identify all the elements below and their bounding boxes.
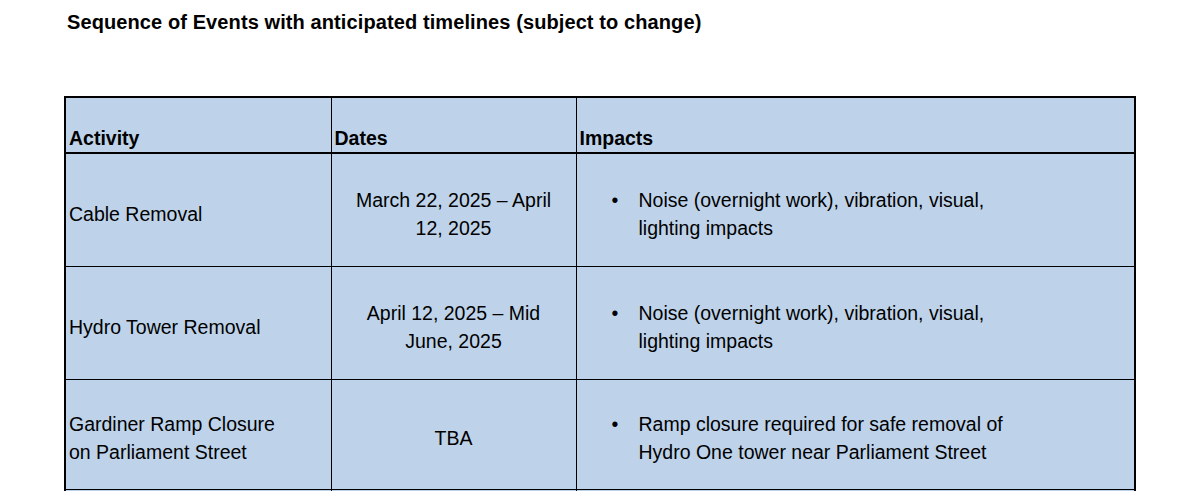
document-title: Sequence of Events with anticipated time… — [67, 11, 701, 34]
impacts-cell: • Ramp closure required for safe removal… — [576, 379, 1135, 489]
impact-list-item: • Noise (overnight work), vibration, vis… — [612, 186, 1127, 242]
column-header-dates: Dates — [331, 97, 576, 153]
dates-cell: TBA — [331, 379, 576, 489]
column-header-impacts: Impacts — [576, 97, 1135, 153]
impact-text: Noise (overnight work), vibration, visua… — [639, 186, 985, 242]
table-row: Cable Removal March 22, 2025 – April 12,… — [65, 153, 1135, 266]
document-page: Sequence of Events with anticipated time… — [0, 0, 1179, 491]
impact-text: Noise (overnight work), vibration, visua… — [639, 299, 985, 355]
impact-list-item: • Noise (overnight work), vibration, vis… — [612, 299, 1127, 355]
table-row: Hydro Tower Removal April 12, 2025 – Mid… — [65, 266, 1135, 379]
bullet-icon: • — [612, 299, 639, 327]
dates-cell: April 12, 2025 – Mid June, 2025 — [331, 266, 576, 379]
impacts-cell: • Noise (overnight work), vibration, vis… — [576, 266, 1135, 379]
impact-list-item: • Ramp closure required for safe removal… — [612, 410, 1127, 466]
bullet-icon: • — [612, 186, 639, 214]
bullet-icon: • — [612, 410, 639, 438]
impacts-cell: • Noise (overnight work), vibration, vis… — [576, 153, 1135, 266]
activity-cell: Gardiner Ramp Closure on Parliament Stre… — [65, 379, 331, 489]
column-header-activity: Activity — [65, 97, 331, 153]
table-header-row: Activity Dates Impacts — [65, 97, 1135, 153]
impact-text: Ramp closure required for safe removal o… — [639, 410, 1003, 466]
table-row: Gardiner Ramp Closure on Parliament Stre… — [65, 379, 1135, 489]
activity-cell: Cable Removal — [65, 153, 331, 266]
dates-cell: March 22, 2025 – April 12, 2025 — [331, 153, 576, 266]
activity-cell: Hydro Tower Removal — [65, 266, 331, 379]
events-table: Activity Dates Impacts Cable Removal Mar… — [64, 96, 1136, 491]
